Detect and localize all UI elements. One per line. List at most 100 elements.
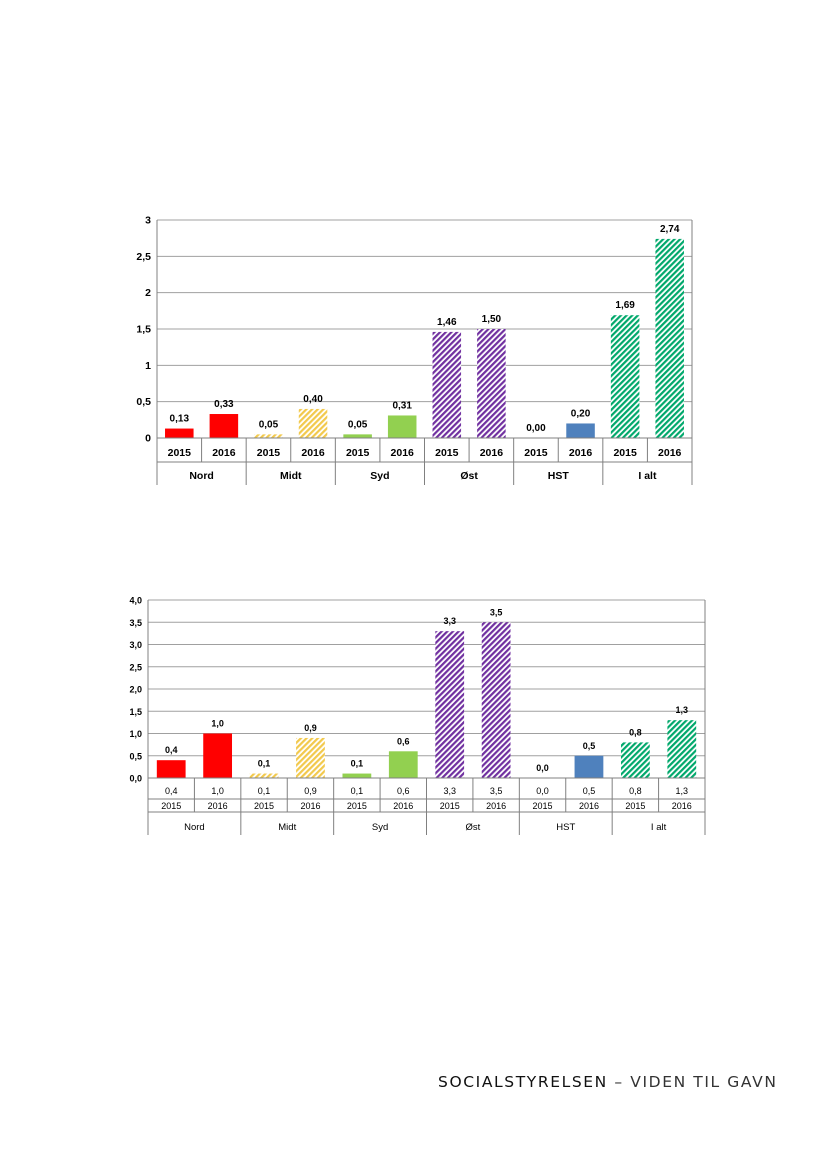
year-label: 2015: [346, 447, 370, 459]
y-tick-label: 1,0: [129, 729, 142, 739]
y-tick-label: 2,0: [129, 685, 142, 695]
year-label: 2015: [254, 801, 274, 811]
table-value: 0,5: [583, 786, 596, 796]
group-label: I alt: [638, 470, 657, 482]
data-label: 2,74: [660, 224, 680, 235]
year-label: 2015: [440, 801, 460, 811]
bar-midt-2016: [296, 737, 325, 778]
table-value: 1,0: [211, 786, 224, 796]
table-value: 0,8: [629, 786, 642, 796]
data-label: 0,31: [392, 400, 412, 411]
bar-nord-2016: [209, 414, 239, 438]
data-label: 0,05: [348, 419, 368, 430]
y-tick-label: 3: [145, 215, 151, 227]
data-label: 0,00: [526, 423, 546, 434]
bar-nord-2015: [165, 428, 194, 438]
table-value: 0,4: [165, 786, 178, 796]
footer-brand-name: SOCIALSTYRELSEN: [438, 1073, 608, 1091]
footer-tagline: – VIDEN TIL GAVN: [607, 1073, 778, 1091]
year-label: 2015: [161, 801, 181, 811]
year-label: 2015: [168, 447, 192, 459]
y-tick-label: 3,5: [129, 618, 142, 628]
bar-øst-2016: [481, 622, 511, 778]
y-tick-label: 0,5: [136, 396, 151, 408]
bar-midt-2015: [254, 434, 283, 438]
y-tick-label: 2,5: [136, 251, 151, 263]
bar-midt-2016: [298, 408, 328, 438]
year-label: 2016: [672, 801, 692, 811]
group-label: Øst: [460, 470, 478, 482]
year-label: 2015: [524, 447, 548, 459]
data-label: 1,50: [482, 314, 502, 325]
bar-syd-2016: [388, 751, 418, 778]
group-label: Midt: [280, 470, 302, 482]
year-label: 2016: [212, 447, 236, 459]
group-label: Syd: [370, 470, 389, 482]
bar-øst-2016: [477, 329, 506, 438]
year-label: 2015: [613, 447, 637, 459]
data-label: 3,5: [490, 607, 503, 617]
bar-øst-2015: [435, 631, 465, 778]
data-label: 0,05: [259, 419, 279, 430]
year-label: 2016: [391, 447, 415, 459]
year-label: 2016: [486, 801, 506, 811]
data-label: 1,69: [615, 300, 635, 311]
group-label: Syd: [372, 822, 388, 833]
y-tick-label: 0,0: [129, 774, 142, 784]
group-label: HST: [548, 470, 570, 482]
data-label: 0,33: [214, 399, 234, 410]
data-label: 0,4: [165, 745, 178, 755]
table-value: 0,1: [351, 786, 364, 796]
table-value: 0,1: [258, 786, 271, 796]
y-tick-label: 0,5: [129, 751, 142, 761]
chart-2: 0,0 0,5 1,0 1,5 2,0 2,5 3,0 3,5 4,0 0,4 1,0 0,1 0,9 0…: [129, 596, 706, 835]
bar-i-alt-2016: [655, 238, 684, 438]
data-label: 0,5: [583, 741, 596, 751]
table-value: 0,9: [304, 786, 317, 796]
group-label: Øst: [466, 822, 481, 833]
data-label: 0,1: [351, 759, 364, 769]
year-label: 2016: [393, 801, 413, 811]
group-label: HST: [556, 822, 575, 833]
year-label: 2016: [569, 447, 593, 459]
year-label: 2016: [480, 447, 504, 459]
data-label: 1,0: [211, 719, 224, 729]
bar-øst-2015: [432, 331, 462, 438]
bar-i-alt-2015: [620, 742, 650, 778]
data-label: 1,3: [676, 705, 689, 715]
year-label: 2016: [301, 447, 325, 459]
y-tick-label: 3,0: [129, 640, 142, 650]
table-value: 0,6: [397, 786, 410, 796]
table-value: 1,3: [676, 786, 689, 796]
bar-nord-2016: [203, 733, 233, 778]
footer-brand: SOCIALSTYRELSEN – VIDEN TIL GAVN: [438, 1073, 778, 1091]
y-tick-label: 1: [145, 360, 151, 372]
bar-syd-2015: [342, 773, 372, 778]
bar-midt-2015: [249, 773, 279, 778]
year-label: 2015: [435, 447, 459, 459]
bar-hst-2016: [574, 755, 604, 778]
bar-nord-2015: [156, 760, 186, 778]
bar-i-alt-2016: [667, 720, 697, 778]
year-label: 2015: [625, 801, 645, 811]
year-label: 2016: [208, 801, 228, 811]
data-label: 0,1: [258, 759, 271, 769]
data-label: 3,3: [443, 616, 456, 626]
year-label: 2016: [579, 801, 599, 811]
group-label: Nord: [184, 822, 205, 833]
year-label: 2016: [658, 447, 682, 459]
data-label: 0,9: [304, 723, 317, 733]
data-label: 0,20: [571, 408, 591, 419]
group-label: I alt: [651, 822, 667, 833]
y-tick-label: 2: [145, 287, 151, 299]
year-label: 2015: [347, 801, 367, 811]
bar-hst-2016: [566, 423, 595, 438]
bar-i-alt-2015: [610, 315, 640, 438]
data-label: 1,46: [437, 317, 457, 328]
bar-syd-2015: [343, 434, 372, 438]
y-tick-label: 1,5: [129, 707, 142, 717]
data-label: 0,0: [536, 763, 549, 773]
y-tick-label: 4,0: [129, 596, 142, 606]
data-label: 0,13: [170, 414, 190, 425]
group-label: Midt: [278, 822, 296, 833]
